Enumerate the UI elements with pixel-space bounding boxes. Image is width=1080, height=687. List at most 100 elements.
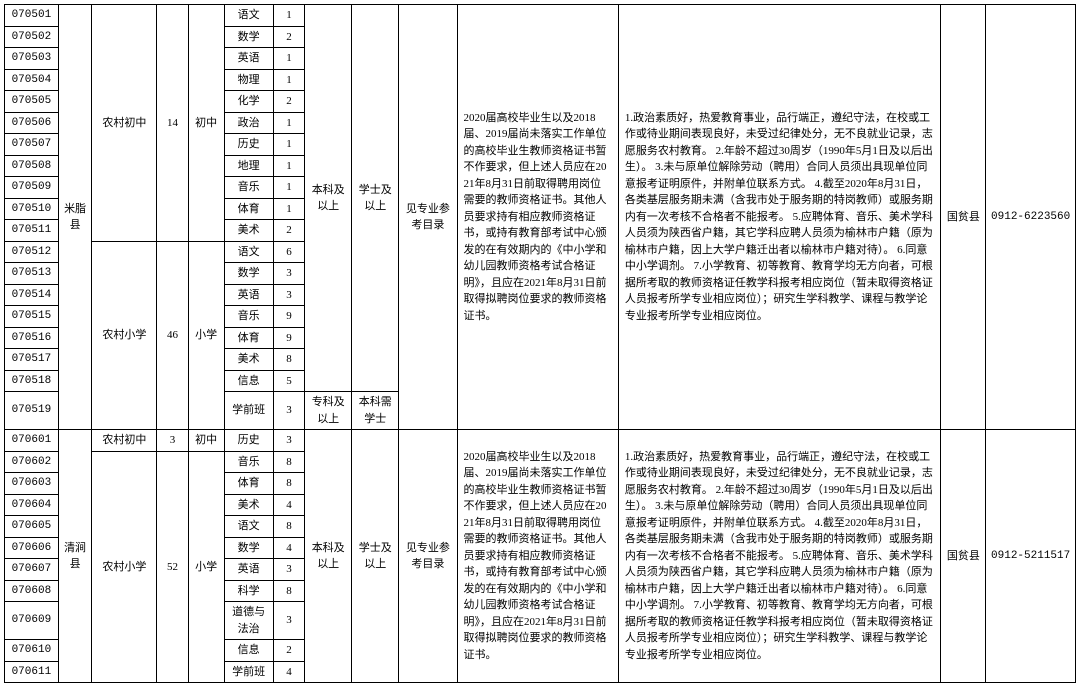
subject-count-cell: 2	[273, 91, 304, 113]
code-cell: 070608	[5, 580, 59, 602]
code-cell: 070508	[5, 155, 59, 177]
code-cell: 070610	[5, 640, 59, 662]
requirement2-cell: 1.政治素质好，热爱教育事业，品行端正，遵纪守法，在校或工作或待业期间表现良好，…	[618, 430, 941, 683]
degree-cell: 学士及以上	[352, 5, 399, 392]
subject-cell: 数学	[224, 537, 273, 559]
degree-cell: 本科需学士	[352, 392, 399, 430]
code-cell: 070604	[5, 494, 59, 516]
subject-cell: 地理	[224, 155, 273, 177]
subject-count-cell: 8	[273, 451, 304, 473]
stage-cell: 初中	[188, 5, 224, 242]
code-cell: 070601	[5, 430, 59, 452]
subject-count-cell: 1	[273, 155, 304, 177]
position-cell: 农村小学	[92, 241, 157, 430]
subject-cell: 体育	[224, 327, 273, 349]
code-cell: 070513	[5, 263, 59, 285]
recruitment-table: 070501 米脂县 农村初中 14 初中 语文 1 本科及以上 学士及以上 见…	[4, 4, 1076, 683]
subject-count-cell: 3	[273, 602, 304, 640]
position-count-cell: 46	[157, 241, 188, 430]
requirement2-cell: 1.政治素质好，热爱教育事业，品行端正，遵纪守法，在校或工作或待业期间表现良好，…	[618, 5, 941, 430]
subject-cell: 美术	[224, 349, 273, 371]
contact-cell: 国贫县	[941, 5, 986, 430]
code-cell: 070504	[5, 69, 59, 91]
subject-count-cell: 1	[273, 134, 304, 156]
subject-count-cell: 1	[273, 112, 304, 134]
subject-count-cell: 4	[273, 661, 304, 683]
code-cell: 070502	[5, 26, 59, 48]
code-cell: 070603	[5, 473, 59, 495]
code-cell: 070605	[5, 516, 59, 538]
subject-cell: 音乐	[224, 451, 273, 473]
subject-cell: 学前班	[224, 392, 273, 430]
subject-count-cell: 8	[273, 516, 304, 538]
subject-cell: 体育	[224, 198, 273, 220]
position-count-cell: 14	[157, 5, 188, 242]
subject-count-cell: 1	[273, 198, 304, 220]
subject-count-cell: 4	[273, 494, 304, 516]
degree-cell: 学士及以上	[352, 430, 399, 683]
subject-cell: 音乐	[224, 177, 273, 199]
code-cell: 070519	[5, 392, 59, 430]
subject-count-cell: 1	[273, 48, 304, 70]
subject-count-cell: 3	[273, 559, 304, 581]
county-cell: 清涧县	[58, 430, 92, 683]
requirement1-cell: 2020届高校毕业生以及2018届、2019届尚未落实工作单位的高校毕业生教师资…	[457, 5, 618, 430]
subject-cell: 数学	[224, 26, 273, 48]
subject-cell: 信息	[224, 370, 273, 392]
code-cell: 070517	[5, 349, 59, 371]
stage-cell: 小学	[188, 241, 224, 430]
code-cell: 070607	[5, 559, 59, 581]
code-cell: 070509	[5, 177, 59, 199]
table-row: 070501 米脂县 农村初中 14 初中 语文 1 本科及以上 学士及以上 见…	[5, 5, 1076, 27]
code-cell: 070506	[5, 112, 59, 134]
code-cell: 070507	[5, 134, 59, 156]
subject-count-cell: 2	[273, 220, 304, 242]
subject-cell: 历史	[224, 134, 273, 156]
code-cell: 070511	[5, 220, 59, 242]
position-count-cell: 3	[157, 430, 188, 452]
subject-count-cell: 1	[273, 177, 304, 199]
subject-cell: 政治	[224, 112, 273, 134]
subject-count-cell: 5	[273, 370, 304, 392]
subject-cell: 语文	[224, 516, 273, 538]
tel-cell: 0912-5211517	[986, 430, 1076, 683]
code-cell: 070516	[5, 327, 59, 349]
subject-count-cell: 8	[273, 349, 304, 371]
code-cell: 070501	[5, 5, 59, 27]
position-cell: 农村初中	[92, 5, 157, 242]
education-cell: 本科及以上	[305, 5, 352, 392]
subject-cell: 学前班	[224, 661, 273, 683]
contact-cell: 国贫县	[941, 430, 986, 683]
subject-count-cell: 3	[273, 263, 304, 285]
subject-count-cell: 9	[273, 327, 304, 349]
subject-count-cell: 3	[273, 430, 304, 452]
subject-cell: 体育	[224, 473, 273, 495]
code-cell: 070518	[5, 370, 59, 392]
subject-count-cell: 8	[273, 473, 304, 495]
code-cell: 070505	[5, 91, 59, 113]
code-cell: 070510	[5, 198, 59, 220]
subject-cell: 美术	[224, 494, 273, 516]
county-cell: 米脂县	[58, 5, 92, 430]
subject-count-cell: 9	[273, 306, 304, 328]
code-cell: 070512	[5, 241, 59, 263]
education-cell: 专科及以上	[305, 392, 352, 430]
table-row: 070601 清涧县 农村初中 3 初中 历史 3 本科及以上 学士及以上 见专…	[5, 430, 1076, 452]
requirement1-cell: 2020届高校毕业生以及2018届、2019届尚未落实工作单位的高校毕业生教师资…	[457, 430, 618, 683]
subject-cell: 物理	[224, 69, 273, 91]
position-cell: 农村初中	[92, 430, 157, 452]
code-cell: 070602	[5, 451, 59, 473]
subject-cell: 英语	[224, 284, 273, 306]
code-cell: 070611	[5, 661, 59, 683]
subject-count-cell: 4	[273, 537, 304, 559]
subject-cell: 英语	[224, 48, 273, 70]
code-cell: 070609	[5, 602, 59, 640]
subject-cell: 美术	[224, 220, 273, 242]
subject-cell: 历史	[224, 430, 273, 452]
subject-cell: 语文	[224, 241, 273, 263]
stage-cell: 初中	[188, 430, 224, 452]
code-cell: 070514	[5, 284, 59, 306]
subject-cell: 科学	[224, 580, 273, 602]
subject-count-cell: 1	[273, 5, 304, 27]
subject-cell: 英语	[224, 559, 273, 581]
